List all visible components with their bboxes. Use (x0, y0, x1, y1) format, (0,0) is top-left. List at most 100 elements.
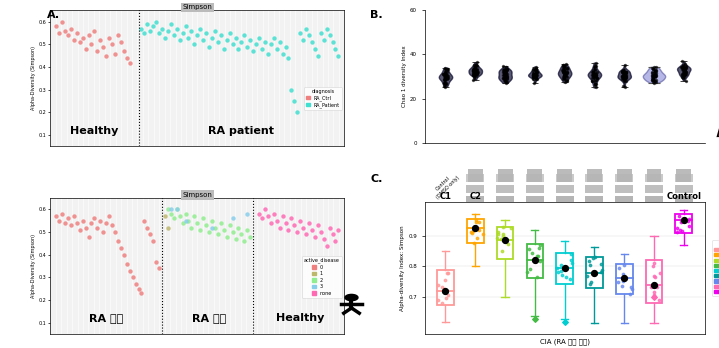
Point (648, 72, 659, 78)
Point (500, 73, 511, 78)
Point (101, 220, 112, 226)
Point (679, 67, 690, 72)
Point (560, 275, 572, 280)
Point (499, 238, 510, 243)
Point (683, 216, 695, 222)
Text: Healthy: Healthy (276, 313, 324, 323)
Point (557, 68, 569, 73)
Point (471, 71, 482, 76)
Point (531, 69, 543, 74)
Point (619, 70, 631, 76)
Point (677, 66, 689, 72)
Point (616, 73, 628, 79)
Point (649, 77, 660, 83)
Point (88, 28, 100, 34)
Point (590, 77, 602, 82)
Point (63, 33, 74, 38)
Point (528, 71, 539, 77)
Point (168, 33, 180, 38)
Point (677, 58, 688, 64)
FancyBboxPatch shape (498, 169, 513, 182)
FancyBboxPatch shape (675, 207, 692, 215)
Point (502, 76, 513, 82)
Point (529, 67, 541, 73)
Point (467, 68, 479, 73)
Point (469, 76, 480, 81)
Point (620, 69, 632, 75)
Point (439, 71, 450, 77)
Point (183, 35, 194, 40)
Point (677, 69, 689, 74)
Point (649, 73, 661, 79)
Point (209, 28, 221, 34)
Point (333, 53, 344, 58)
Point (559, 319, 570, 325)
Point (528, 72, 539, 78)
FancyBboxPatch shape (645, 174, 663, 182)
Point (648, 74, 659, 80)
Point (531, 76, 543, 82)
Point (649, 74, 661, 80)
FancyBboxPatch shape (585, 197, 603, 204)
Point (77, 218, 88, 223)
Point (523, 247, 535, 252)
Point (560, 72, 572, 78)
Point (613, 265, 625, 271)
Point (156, 26, 168, 31)
Point (142, 21, 153, 27)
FancyBboxPatch shape (528, 169, 542, 182)
Point (532, 253, 544, 259)
Point (528, 80, 539, 86)
Point (619, 62, 631, 68)
Point (648, 75, 659, 81)
Point (118, 252, 129, 258)
Point (438, 77, 449, 82)
Point (616, 69, 628, 75)
Point (649, 273, 660, 279)
Point (595, 269, 607, 275)
Point (312, 53, 324, 58)
Point (468, 240, 480, 246)
Point (501, 73, 513, 78)
Point (595, 261, 607, 266)
Point (531, 72, 543, 78)
Point (590, 81, 602, 87)
Point (441, 76, 453, 81)
Point (295, 218, 306, 223)
Point (651, 284, 663, 290)
Point (230, 35, 242, 40)
Point (552, 269, 564, 275)
Point (586, 72, 597, 78)
Point (527, 72, 539, 78)
Point (587, 68, 599, 73)
Point (649, 71, 660, 76)
Point (436, 284, 448, 290)
Point (648, 260, 659, 266)
Point (472, 63, 483, 69)
Point (183, 218, 194, 223)
Point (171, 207, 183, 212)
Point (648, 292, 659, 298)
FancyBboxPatch shape (587, 169, 602, 182)
Point (531, 66, 542, 71)
Point (616, 68, 628, 74)
Point (188, 42, 200, 47)
Point (224, 30, 235, 36)
Point (153, 30, 165, 36)
Point (677, 65, 688, 70)
Point (626, 284, 637, 290)
Point (301, 26, 312, 31)
Point (259, 39, 270, 45)
Point (467, 77, 479, 83)
Point (470, 63, 481, 68)
Point (203, 229, 215, 235)
FancyBboxPatch shape (645, 197, 663, 204)
Text: Healthy: Healthy (70, 126, 119, 135)
Point (171, 207, 183, 212)
Point (139, 218, 150, 223)
Point (439, 286, 450, 292)
Point (256, 216, 267, 221)
Point (616, 284, 628, 289)
Point (558, 65, 569, 71)
Point (298, 225, 309, 230)
